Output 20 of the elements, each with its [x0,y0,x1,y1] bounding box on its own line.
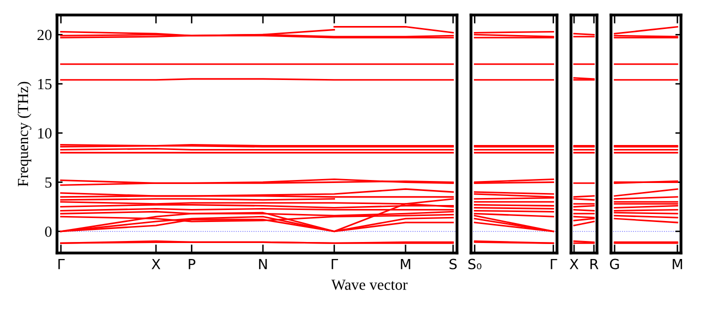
y-tick-label: 5 [45,177,52,188]
x-tick-label: X [152,258,160,270]
y-axis-title: Frequency (THz) [17,82,32,186]
x-tick-label: M [400,258,410,270]
x-tick-label: S [450,258,457,270]
y-tick-label: 10 [38,128,52,138]
x-tick-label: R [590,258,598,270]
x-tick-label: M [672,258,682,270]
y-tick-label: 15 [38,79,52,90]
x-tick-label: G [610,258,619,270]
x-tick-label: X [570,258,578,270]
y-tick-label: 0 [45,226,52,237]
x-tick-label: N [259,258,267,270]
x-axis-title: Wave vector [331,280,408,290]
x-tick-label: S₀ [468,258,482,270]
x-tick-label: Γ [550,258,558,270]
x-tick-label: Γ [58,258,65,270]
y-tick-label: 20 [38,30,52,40]
x-tick-label: Γ [332,258,338,270]
x-tick-label: P [188,258,196,270]
